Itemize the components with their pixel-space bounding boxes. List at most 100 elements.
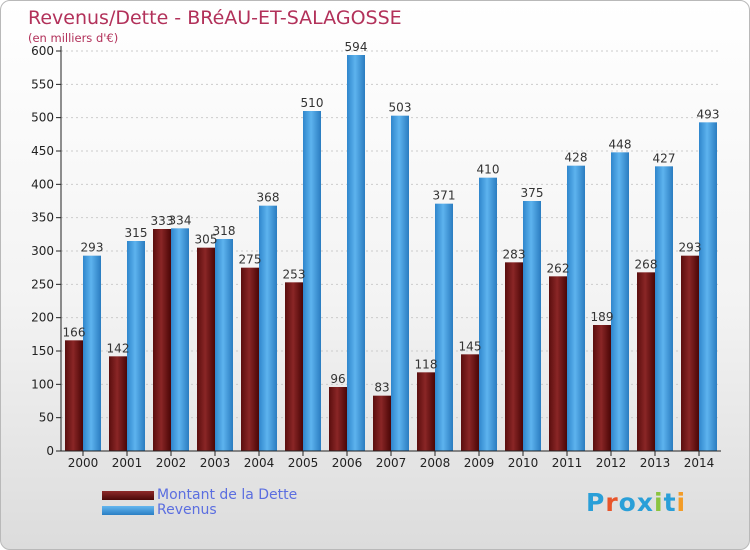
value-label-dette-2011: 262	[547, 261, 570, 275]
value-label-revenus-2000: 293	[81, 241, 104, 255]
value-label-dette-2003: 305	[195, 233, 218, 247]
x-tick-label: 2005	[288, 456, 319, 470]
value-label-dette-2012: 189	[591, 310, 614, 324]
y-tick-label: 100	[31, 377, 54, 391]
bar-dette-2009	[461, 354, 479, 451]
bar-revenus-2001	[127, 241, 145, 451]
chart-subtitle: (en milliers d'€)	[28, 31, 119, 45]
bar-dette-2010	[505, 262, 523, 451]
bar-revenus-2008	[435, 203, 453, 451]
legend-label-revenus: Revenus	[157, 502, 217, 518]
bar-revenus-2005	[303, 111, 321, 451]
chart-title: Revenus/Dette - BRéAU-ET-SALAGOSSE	[28, 7, 402, 29]
value-label-revenus-2006: 594	[345, 40, 368, 54]
bar-dette-2011	[549, 276, 567, 451]
value-label-revenus-2001: 315	[125, 226, 148, 240]
value-label-dette-2010: 283	[503, 247, 526, 261]
value-label-revenus-2003: 318	[213, 224, 236, 238]
value-label-dette-2000: 166	[63, 325, 86, 339]
bar-dette-2004	[241, 267, 259, 451]
y-tick-label: 350	[31, 211, 54, 225]
y-tick-label: 500	[31, 111, 54, 125]
bar-dette-2012	[593, 325, 611, 451]
bar-dette-2001	[109, 356, 127, 451]
bar-revenus-2000	[83, 255, 101, 451]
bar-revenus-2007	[391, 115, 409, 452]
x-tick-label: 2010	[508, 456, 539, 470]
value-label-revenus-2012: 448	[609, 137, 632, 151]
y-tick-label: 450	[31, 144, 54, 158]
bar-dette-2014	[681, 255, 699, 451]
bar-revenus-2012	[611, 152, 629, 452]
x-tick-label: 2012	[596, 456, 627, 470]
x-tick-label: 2007	[376, 456, 407, 470]
value-label-revenus-2008: 371	[433, 189, 456, 203]
x-tick-label: 2011	[552, 456, 583, 470]
value-label-dette-2005: 253	[283, 267, 306, 281]
x-tick-label: 2006	[332, 456, 363, 470]
value-label-dette-2013: 268	[635, 257, 658, 271]
x-tick-label: 2013	[640, 456, 671, 470]
bar-revenus-2006	[347, 55, 365, 451]
bar-revenus-2002	[171, 228, 189, 451]
bar-revenus-2013	[655, 166, 673, 452]
bar-dette-2008	[417, 372, 435, 451]
value-label-revenus-2004: 368	[257, 191, 280, 205]
x-tick-label: 2001	[112, 456, 143, 470]
bar-dette-2000	[65, 340, 83, 451]
value-label-revenus-2011: 428	[565, 151, 588, 165]
y-tick-label: 150	[31, 344, 54, 358]
bar-revenus-2011	[567, 165, 585, 451]
x-tick-label: 2014	[684, 456, 715, 470]
bar-revenus-2009	[479, 177, 497, 451]
y-tick-label: 300	[31, 244, 54, 258]
y-axis-ticks: 0 50 100 150 200 250 300 350 400 450 500 550 600	[31, 44, 61, 458]
x-tick-label: 2002	[156, 456, 187, 470]
y-tick-label: 200	[31, 311, 54, 325]
legend-swatch-dette	[102, 490, 154, 500]
y-tick-label: 50	[39, 411, 54, 425]
value-label-revenus-2014: 493	[697, 107, 720, 121]
x-tick-label: 2009	[464, 456, 495, 470]
value-label-revenus-2002: 334	[169, 213, 192, 227]
value-label-revenus-2007: 503	[389, 101, 412, 115]
bar-dette-2013	[637, 272, 655, 451]
y-tick-label: 550	[31, 77, 54, 91]
legend-item-dette: Montant de la Dette	[102, 487, 297, 503]
value-label-dette-2008: 118	[415, 357, 438, 371]
bar-revenus-2014	[699, 122, 717, 451]
value-label-dette-2007: 83	[374, 381, 389, 395]
x-tick-label: 2003	[200, 456, 231, 470]
y-tick-label: 250	[31, 277, 54, 291]
bar-dette-2003	[197, 247, 215, 451]
y-tick-label: 0	[46, 444, 54, 458]
value-label-dette-2002: 333	[151, 214, 174, 228]
proxiti-logo: Proxiti	[586, 488, 687, 517]
value-label-dette-2001: 142	[107, 341, 130, 355]
value-label-dette-2009: 145	[459, 339, 482, 353]
bar-revenus-2010	[523, 201, 541, 451]
x-tick-label: 2008	[420, 456, 451, 470]
bars	[65, 55, 717, 452]
value-label-dette-2006: 96	[330, 372, 345, 386]
x-axis-ticks: 2000 2001 2002 2003 2004 2005 2006 2007 2008 2009…	[68, 451, 715, 470]
value-label-revenus-2009: 410	[477, 163, 500, 177]
bar-revenus-2004	[259, 205, 277, 451]
x-tick-label: 2000	[68, 456, 99, 470]
bar-revenus-2003	[215, 239, 233, 451]
value-label-dette-2004: 275	[239, 253, 262, 267]
value-label-revenus-2005: 510	[301, 96, 324, 110]
value-label-revenus-2010: 375	[521, 186, 544, 200]
bar-dette-2007	[373, 395, 391, 451]
y-tick-label: 600	[31, 44, 54, 58]
bar-dette-2006	[329, 387, 347, 451]
legend-label-dette: Montant de la Dette	[157, 487, 298, 503]
legend-item-revenus: Revenus	[102, 502, 217, 518]
legend-swatch-revenus	[102, 505, 154, 515]
x-tick-label: 2004	[244, 456, 275, 470]
y-tick-label: 400	[31, 177, 54, 191]
value-label-dette-2014: 293	[679, 241, 702, 255]
